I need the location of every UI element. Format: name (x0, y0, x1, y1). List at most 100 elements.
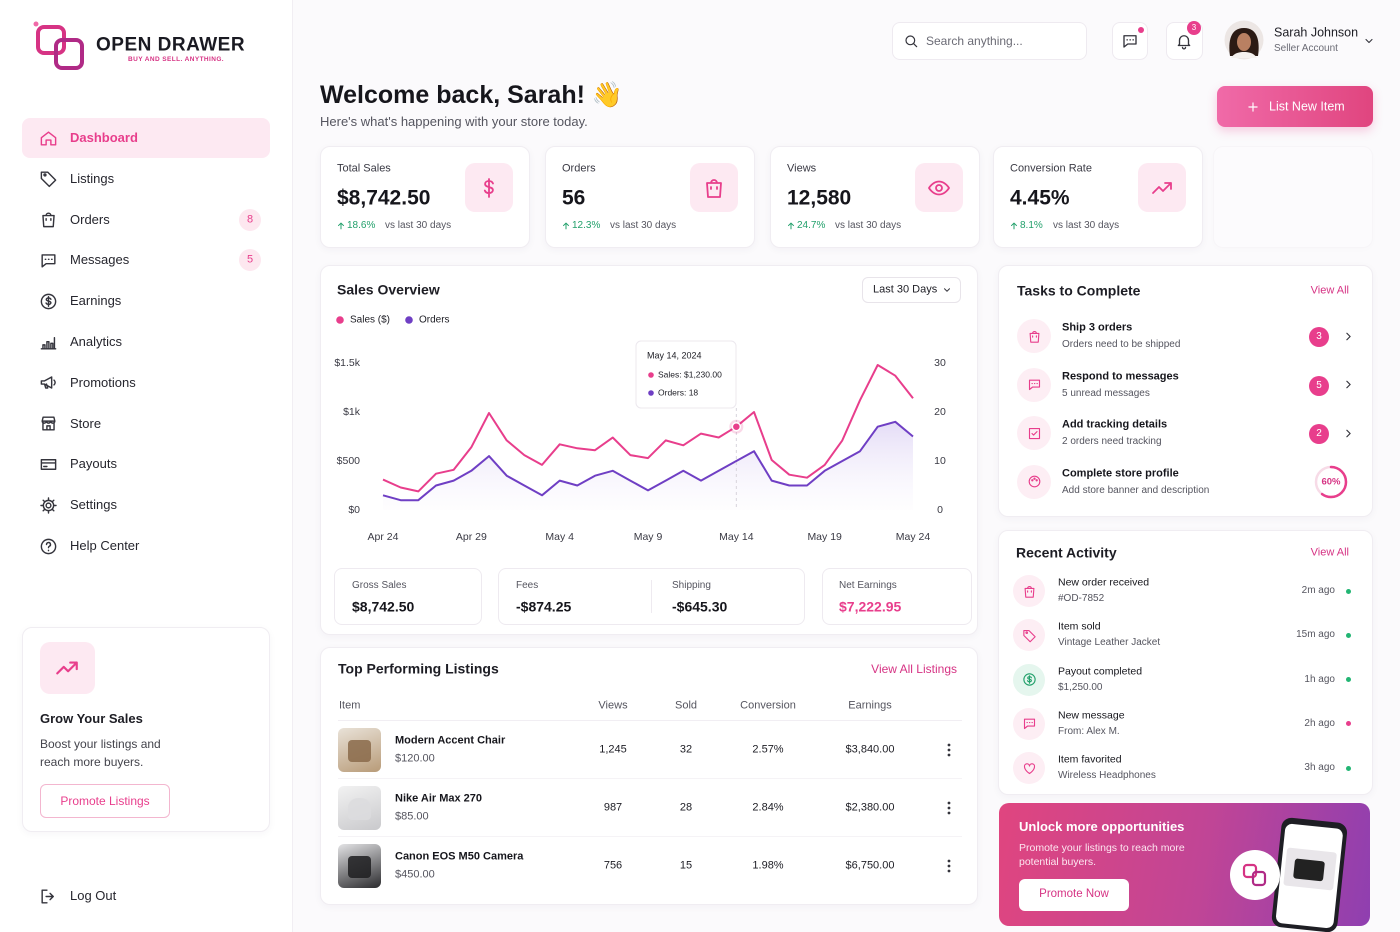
nav-label[interactable]: Earnings (70, 293, 122, 309)
upsell-button[interactable] (1019, 879, 1129, 911)
status-dot (1345, 721, 1351, 727)
activity-card (998, 530, 1373, 795)
nav-item[interactable] (22, 281, 270, 321)
hover-point (731, 421, 742, 432)
y2-tick-label: 0 (937, 504, 943, 516)
tooltip-box (635, 340, 737, 409)
stat-change: 12.3% (572, 220, 601, 231)
chev-icon (1365, 38, 1373, 44)
row-menu[interactable] (944, 800, 954, 816)
row-menu[interactable] (944, 858, 954, 874)
nav-label[interactable]: Promotions (70, 375, 136, 390)
cell-earnings: $6,750.00 (845, 859, 895, 872)
icon-shape (706, 179, 722, 198)
nav-item[interactable] (22, 200, 270, 240)
activity-title: Item favorited (1058, 753, 1122, 766)
logout-icon (40, 888, 54, 904)
nav-item[interactable] (22, 526, 270, 566)
sales-title: Sales Overview (337, 281, 440, 298)
nav-item[interactable] (22, 363, 270, 403)
nav-badge: 5 (246, 253, 254, 266)
nav-label[interactable]: Listings (70, 171, 115, 186)
task-title[interactable]: Ship 3 orders (1062, 321, 1133, 334)
task-icon-bg (1017, 367, 1051, 402)
nav-label[interactable]: Analytics (70, 334, 123, 350)
task-title[interactable]: Add tracking details (1062, 418, 1168, 431)
range-select[interactable] (862, 277, 961, 303)
task-title[interactable]: Respond to messages (1062, 369, 1179, 382)
avatar[interactable] (1224, 20, 1264, 60)
nav-label[interactable]: Settings (70, 497, 117, 513)
cell-sold: 28 (679, 801, 693, 814)
nav-item[interactable] (22, 404, 270, 444)
product-name[interactable]: Modern Accent Chair (395, 734, 506, 747)
upsell-button-label[interactable]: Promote Now (1039, 888, 1109, 901)
tag-icon (40, 171, 56, 188)
row-menu[interactable] (944, 742, 954, 758)
menu-dot (947, 743, 951, 747)
user-name[interactable]: Sarah Johnson (1274, 25, 1359, 40)
task-desc: Add store banner and description (1062, 484, 1210, 496)
welcome-title: Welcome back, Sarah! 👋 (320, 81, 624, 109)
tasks-link[interactable]: View All (1310, 284, 1349, 297)
nav-item[interactable] (22, 322, 270, 362)
nav-item[interactable] (22, 485, 270, 525)
nav-label[interactable]: Payouts (70, 456, 117, 472)
new-item-label[interactable]: List New Item (1269, 99, 1345, 114)
new-item-button[interactable] (1217, 86, 1373, 127)
grow-button[interactable] (40, 784, 170, 818)
nav-item[interactable] (22, 444, 270, 484)
nav-item[interactable] (22, 118, 270, 158)
icon-shape (1152, 182, 1172, 194)
nav-label[interactable]: Messages (70, 252, 130, 268)
bell-button[interactable] (1166, 22, 1203, 60)
bag-icon (41, 212, 55, 228)
x-tick-label: Apr 24 (368, 531, 399, 543)
icon-shape (1365, 38, 1373, 44)
summary-value: $7,222.95 (839, 598, 902, 615)
stat-note: vs last 30 days (385, 220, 452, 231)
icon-shape (39, 496, 57, 514)
cell-earnings: $3,840.00 (845, 743, 895, 756)
range-label[interactable]: Last 30 Days (873, 283, 938, 296)
bag-icon (1024, 585, 1034, 598)
y-tick-label: $1k (343, 406, 361, 418)
task-icon-bg (1017, 319, 1051, 353)
palette-icon (1028, 475, 1040, 488)
cell-conversion: 1.98% (752, 859, 784, 872)
stat-label: Conversion Rate (1010, 162, 1092, 175)
chat-icon (1023, 718, 1035, 730)
search-box[interactable] (892, 22, 1087, 60)
stat-value: $8,742.50 (337, 186, 431, 210)
icon-shape (1028, 427, 1040, 439)
tasks-title: Tasks to Complete (1017, 282, 1141, 299)
listings-link[interactable]: View All Listings (871, 661, 957, 676)
activity-link[interactable]: View All (1310, 546, 1349, 559)
status-dot (1345, 677, 1351, 683)
nav-label[interactable]: Help Center (70, 538, 140, 554)
nav-label[interactable]: Store (70, 415, 102, 431)
grow-button-label[interactable]: Promote Listings (60, 793, 150, 808)
icon-shape (788, 222, 794, 230)
task-icon-bg (1017, 464, 1051, 499)
activity-time: 2h ago (1304, 717, 1335, 729)
activity-detail: From: Alex M. (1058, 725, 1120, 737)
cell-sold: 32 (679, 743, 693, 756)
nav-label[interactable]: Orders (70, 211, 110, 227)
tag-icon (1022, 629, 1036, 643)
stat-label: Views (787, 162, 817, 175)
summary-value: $8,742.50 (352, 598, 415, 615)
heart-icon (1023, 762, 1035, 774)
nav-item[interactable] (22, 240, 270, 280)
row-divider (338, 778, 962, 779)
task-title[interactable]: Complete store profile (1062, 466, 1179, 479)
nav-item[interactable] (22, 159, 270, 199)
tooltip-swatch (648, 390, 654, 396)
logout-label[interactable]: Log Out (70, 888, 117, 904)
stat-change: 8.1% (1020, 220, 1043, 231)
product-name[interactable]: Canon EOS M50 Camera (395, 850, 524, 863)
y-tick-label: $1.5k (334, 357, 360, 369)
product-name[interactable]: Nike Air Max 270 (395, 792, 483, 805)
orders-area (383, 421, 913, 510)
nav-label[interactable]: Dashboard (70, 130, 138, 146)
